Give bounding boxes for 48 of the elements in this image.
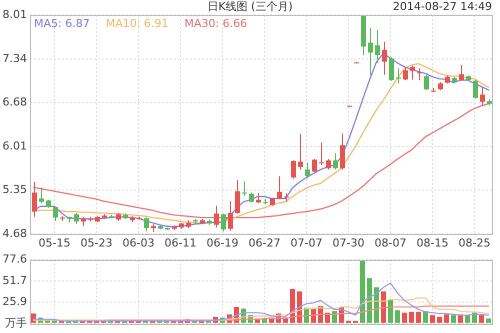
y-tick-label: 25.9	[2, 294, 27, 308]
bar	[332, 311, 338, 323]
y-tick-label: 8.01	[2, 8, 27, 21]
bar	[422, 311, 428, 323]
x-tick-label: 08-25	[458, 236, 490, 250]
bar	[388, 300, 394, 323]
y-tick-label: 7.34	[2, 52, 27, 65]
chart-subtitle: 2014-08-27 14:49	[392, 0, 492, 13]
text: MA10: 6.91	[106, 16, 168, 30]
candlestick	[319, 142, 324, 165]
bar	[408, 312, 414, 323]
y-tick-label: 万手	[5, 316, 27, 330]
bar	[366, 278, 372, 323]
x-tick-label: 08-15	[416, 236, 448, 250]
candlestick	[396, 68, 401, 84]
y-tick-label: 51.7	[2, 274, 27, 287]
x-tick-label: 06-03	[122, 236, 154, 250]
bar	[472, 312, 478, 323]
bar	[436, 316, 442, 323]
bar	[478, 315, 484, 323]
x-tick-label: 06-27	[248, 236, 280, 250]
bar	[394, 310, 400, 323]
x-tick-label: 07-30	[332, 236, 364, 250]
y-tick-label: 4.68	[2, 226, 27, 240]
y-tick-label: 5.35	[2, 182, 27, 196]
x-tick-label: 06-11	[164, 236, 196, 250]
x-tick-label: 05-15	[38, 236, 70, 250]
y-tick-label: 6.68	[2, 95, 27, 108]
y-tick-label: 6.01	[2, 139, 27, 152]
x-tick-label: 07-07	[290, 236, 322, 250]
bar	[444, 314, 450, 323]
bar	[402, 312, 408, 323]
bar	[324, 312, 330, 323]
text: MA30: 6.66	[184, 16, 248, 30]
text: MA5: 6.87	[34, 16, 90, 30]
candlestick	[242, 181, 247, 196]
chart-title: 日K线图 (三个月)	[207, 0, 293, 13]
x-tick-label: 05-23	[80, 236, 112, 250]
bar	[380, 291, 386, 323]
bar	[416, 312, 422, 323]
candlestick	[284, 193, 289, 202]
x-tick-label: 06-19	[206, 236, 238, 250]
bar	[430, 315, 436, 323]
bar	[360, 260, 366, 323]
bar	[486, 318, 492, 323]
x-tick-label: 08-07	[374, 236, 406, 250]
bar	[450, 315, 456, 323]
y-tick-label: 77.6	[2, 252, 27, 266]
